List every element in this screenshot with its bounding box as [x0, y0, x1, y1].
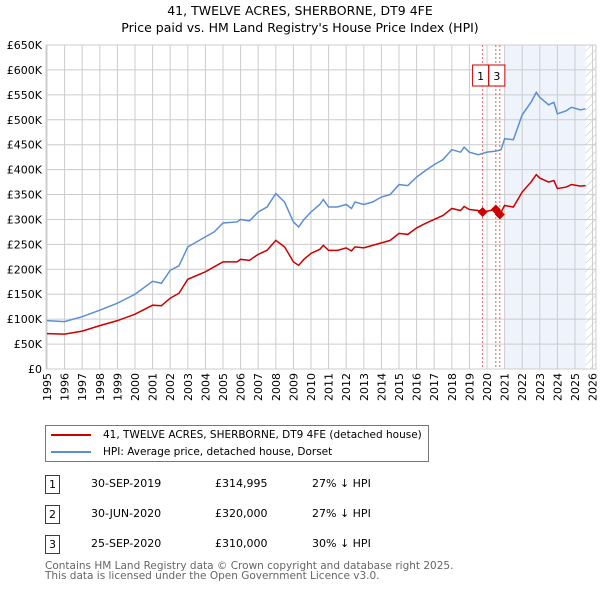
y-tick-label: £50K [14, 338, 43, 351]
chart-subtitle: Price paid vs. HM Land Registry's House … [121, 20, 479, 35]
x-tick-label: 2014 [375, 373, 388, 401]
x-tick-label: 2003 [182, 373, 195, 401]
sale-label-text: 1 [477, 70, 484, 83]
x-tick-label: 2005 [217, 373, 230, 401]
legend: 41, TWELVE ACRES, SHERBORNE, DT9 4FE (de… [45, 425, 429, 462]
footer-licence: This data is licensed under the Open Gov… [45, 570, 380, 582]
y-tick-label: £400K [7, 164, 43, 177]
x-tick-label: 2000 [129, 373, 142, 401]
x-tick-label: 2024 [551, 373, 564, 401]
x-tick-label: 2009 [287, 373, 300, 401]
x-tick-label: 2010 [305, 373, 318, 401]
y-tick-label: £100K [7, 313, 43, 326]
footer-copyright: Contains HM Land Registry data © Crown c… [45, 560, 454, 572]
x-tick-label: 2017 [428, 373, 441, 401]
y-tick-label: £150K [7, 288, 43, 301]
plot-border [45, 44, 597, 370]
sale-row: 1 30-SEP-2019 £314,995 27% ↓ HPI [45, 475, 445, 495]
y-tick-label: £550K [7, 89, 43, 102]
legend-item-property: 41, TWELVE ACRES, SHERBORNE, DT9 4FE (de… [46, 427, 422, 443]
x-tick-label: 1999 [111, 373, 124, 401]
x-tick-label: 2012 [340, 373, 353, 401]
y-tick-label: £650K [7, 39, 43, 52]
y-tick-label: £300K [7, 213, 43, 226]
chart-title: 41, TWELVE ACRES, SHERBORNE, DT9 4FE [167, 3, 433, 18]
x-tick-label: 2019 [463, 373, 476, 401]
hpi-line [46, 90, 586, 323]
legend-item-hpi: HPI: Average price, detached house, Dors… [46, 444, 332, 460]
y-tick-label: £450K [7, 139, 43, 152]
x-tick-label: 2002 [164, 373, 177, 401]
x-tick-label: 2007 [252, 373, 265, 401]
x-tick-label: 1997 [76, 373, 89, 401]
sale-label-border [488, 64, 506, 87]
legend-swatch-red [51, 434, 91, 436]
x-tick-label: 2004 [199, 373, 212, 401]
x-tick-label: 2016 [411, 373, 424, 401]
sale-row: 2 30-JUN-2020 £320,000 27% ↓ HPI [45, 505, 445, 525]
x-tick-label: 2011 [323, 373, 336, 401]
sale-point-marker [494, 209, 505, 220]
x-tick-label: 2021 [499, 373, 512, 401]
x-tick-label: 2006 [235, 373, 248, 401]
sale-row: 3 25-SEP-2020 £310,000 30% ↓ HPI [45, 535, 445, 555]
x-tick-label: 2018 [446, 373, 459, 401]
x-tick-label: 2020 [481, 373, 494, 401]
x-tick-label: 2025 [569, 373, 582, 401]
x-tick-label: 2022 [516, 373, 529, 401]
x-tick-label: 2008 [270, 373, 283, 401]
sale-point-marker [477, 206, 488, 217]
y-tick-label: £350K [7, 189, 43, 202]
price-chart: 1 3 £0 £50K £100K £150K £200K £250K £300K £350K £4… [7, 39, 600, 401]
x-tick-label: 2001 [147, 373, 160, 401]
x-tick-label: 2015 [393, 373, 406, 401]
x-tick-label: 2023 [534, 373, 547, 401]
y-tick-label: £500K [7, 114, 43, 127]
y-tick-label: £600K [7, 64, 43, 77]
x-tick-label: 2013 [358, 373, 371, 401]
y-tick-label: £200K [7, 263, 43, 276]
x-tick-label: 1995 [41, 373, 54, 401]
sale-label-text: 3 [493, 70, 500, 83]
future-hatch-region [585, 45, 596, 369]
x-tick-label: 1996 [59, 373, 72, 401]
property-price-line [46, 173, 586, 335]
y-tick-label: £0 [28, 363, 42, 376]
legend-swatch-blue [51, 451, 91, 453]
x-tick-label: 2026 [587, 373, 600, 401]
x-tick-label: 1998 [94, 373, 107, 401]
y-tick-label: £250K [7, 238, 43, 251]
highlight-region [504, 45, 586, 369]
